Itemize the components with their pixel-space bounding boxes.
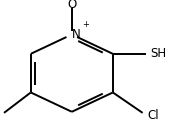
Text: +: + xyxy=(82,20,89,29)
Text: N: N xyxy=(72,28,81,41)
Text: Cl: Cl xyxy=(147,109,159,122)
Text: O: O xyxy=(67,0,76,11)
Text: SH: SH xyxy=(150,47,167,60)
